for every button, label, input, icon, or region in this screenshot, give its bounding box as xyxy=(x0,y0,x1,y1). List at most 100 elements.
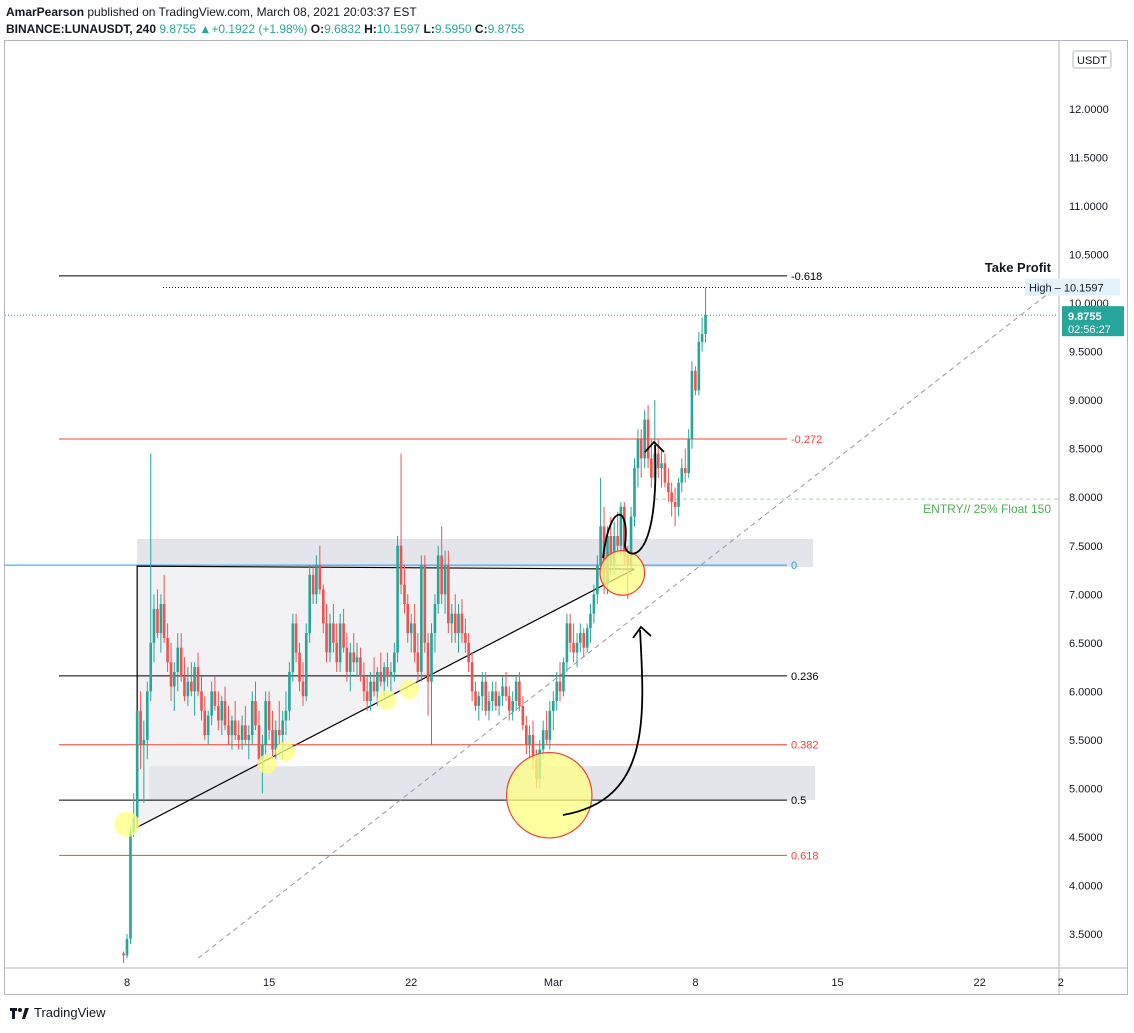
candle-body xyxy=(244,725,247,740)
candle xyxy=(365,676,369,711)
candle-body xyxy=(237,735,240,740)
candle xyxy=(359,647,362,682)
candle-body xyxy=(152,608,156,643)
candle-body xyxy=(186,681,190,697)
candle xyxy=(548,701,552,750)
candle-body xyxy=(545,730,548,740)
price-axis-tick: 5.0000 xyxy=(1069,783,1103,795)
close-label: C: xyxy=(474,22,488,36)
low-label: L: xyxy=(423,22,435,36)
tradingview-logo[interactable]: TradingView xyxy=(10,1005,106,1020)
candle xyxy=(328,613,332,663)
candle-body xyxy=(480,681,484,697)
candle xyxy=(467,633,470,672)
price-axis-tick: 9.0000 xyxy=(1069,395,1103,407)
candle xyxy=(288,662,291,721)
candle xyxy=(210,681,213,726)
candle xyxy=(125,934,129,959)
candle-body xyxy=(396,545,399,653)
candle-body xyxy=(518,681,521,706)
candle xyxy=(233,701,237,740)
candle-body xyxy=(521,705,525,726)
candle xyxy=(514,676,518,711)
candle xyxy=(172,662,176,711)
price-axis-tick: 12.0000 xyxy=(1069,104,1109,116)
candle-body xyxy=(555,681,559,702)
candle xyxy=(643,409,646,469)
candle xyxy=(186,667,190,706)
last-price: 9.8755 xyxy=(159,22,197,36)
candle-body xyxy=(288,671,291,711)
publish-info: AmarPearson published on TradingView.com… xyxy=(6,5,417,19)
candle-body xyxy=(426,642,430,682)
candle-body xyxy=(457,613,460,634)
candle-body xyxy=(369,681,372,702)
author-name[interactable]: AmarPearson xyxy=(6,5,85,19)
candle xyxy=(244,705,247,745)
candle xyxy=(470,652,474,702)
candle-body xyxy=(261,744,264,760)
candle xyxy=(683,448,687,483)
candle xyxy=(159,594,163,653)
candle xyxy=(694,366,697,396)
candle-body xyxy=(135,710,139,818)
candle-body xyxy=(440,555,443,595)
candle xyxy=(399,453,403,595)
candle-body xyxy=(504,686,508,697)
candle xyxy=(122,951,125,964)
candle xyxy=(501,676,504,706)
candle xyxy=(203,696,207,740)
highlight-circle xyxy=(275,741,296,762)
price-axis-tick: 5.5000 xyxy=(1069,735,1103,747)
candle-body xyxy=(528,735,531,745)
candle-body xyxy=(213,691,217,706)
highlight-circle xyxy=(505,751,593,839)
candle xyxy=(284,691,288,736)
symbol-name[interactable]: BINANCE:LUNAUSDT, 240 xyxy=(6,22,157,36)
candle-body xyxy=(257,725,261,760)
candle-body xyxy=(122,953,125,956)
candle-body xyxy=(552,701,555,711)
candle-body xyxy=(690,371,694,439)
price-axis-tick: 4.5000 xyxy=(1069,832,1103,844)
candle-body xyxy=(683,468,687,473)
candle xyxy=(386,652,389,687)
candle xyxy=(667,468,670,503)
candle xyxy=(697,332,701,396)
candle-body xyxy=(325,623,328,653)
candle xyxy=(633,458,636,527)
range-zone xyxy=(137,538,814,568)
candle-body xyxy=(372,681,376,692)
range-zone xyxy=(149,766,816,801)
candle-body xyxy=(345,647,349,672)
candle xyxy=(169,642,173,702)
candle-body xyxy=(565,623,569,663)
candle-body xyxy=(558,681,562,692)
candle xyxy=(298,642,301,692)
candle-body xyxy=(159,603,163,634)
candle-body xyxy=(612,536,616,566)
candle xyxy=(491,681,494,711)
candle xyxy=(426,633,430,716)
candle-body xyxy=(704,315,707,335)
price-chart[interactable]: -0.618 -0.272 0 0.236 0.382 0.5 0.618 ENTRY// 2… xyxy=(0,0,1134,1000)
candle xyxy=(416,633,420,682)
candle-body xyxy=(572,642,575,653)
candle-body xyxy=(352,652,356,663)
candle xyxy=(162,574,166,643)
price-axis-tick: 6.5000 xyxy=(1069,638,1103,650)
time-axis-tick: 22 xyxy=(973,977,985,989)
low-value: 9.5950 xyxy=(434,22,472,36)
price-axis-tick: 10.5000 xyxy=(1069,250,1109,262)
open-label: O: xyxy=(310,22,325,36)
candle-body xyxy=(484,681,488,711)
candle-body xyxy=(700,334,704,342)
price-axis-tick: 7.5000 xyxy=(1069,541,1103,553)
candle-body xyxy=(362,676,366,692)
high-value: 10.1597 xyxy=(376,22,421,36)
price-axis-tick: 8.5000 xyxy=(1069,444,1103,456)
candle xyxy=(220,696,224,736)
candle-body xyxy=(409,623,413,634)
candle-body xyxy=(176,647,180,672)
candle xyxy=(589,603,592,643)
